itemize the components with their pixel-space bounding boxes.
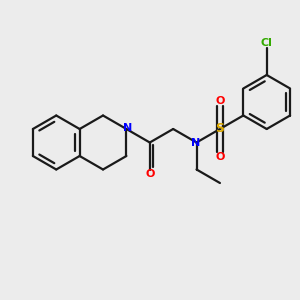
Text: O: O (145, 169, 154, 179)
Text: O: O (215, 96, 225, 106)
Text: N: N (191, 137, 200, 148)
Text: Cl: Cl (261, 38, 273, 48)
Text: N: N (122, 123, 132, 133)
Text: S: S (215, 122, 224, 136)
Text: O: O (215, 152, 225, 162)
